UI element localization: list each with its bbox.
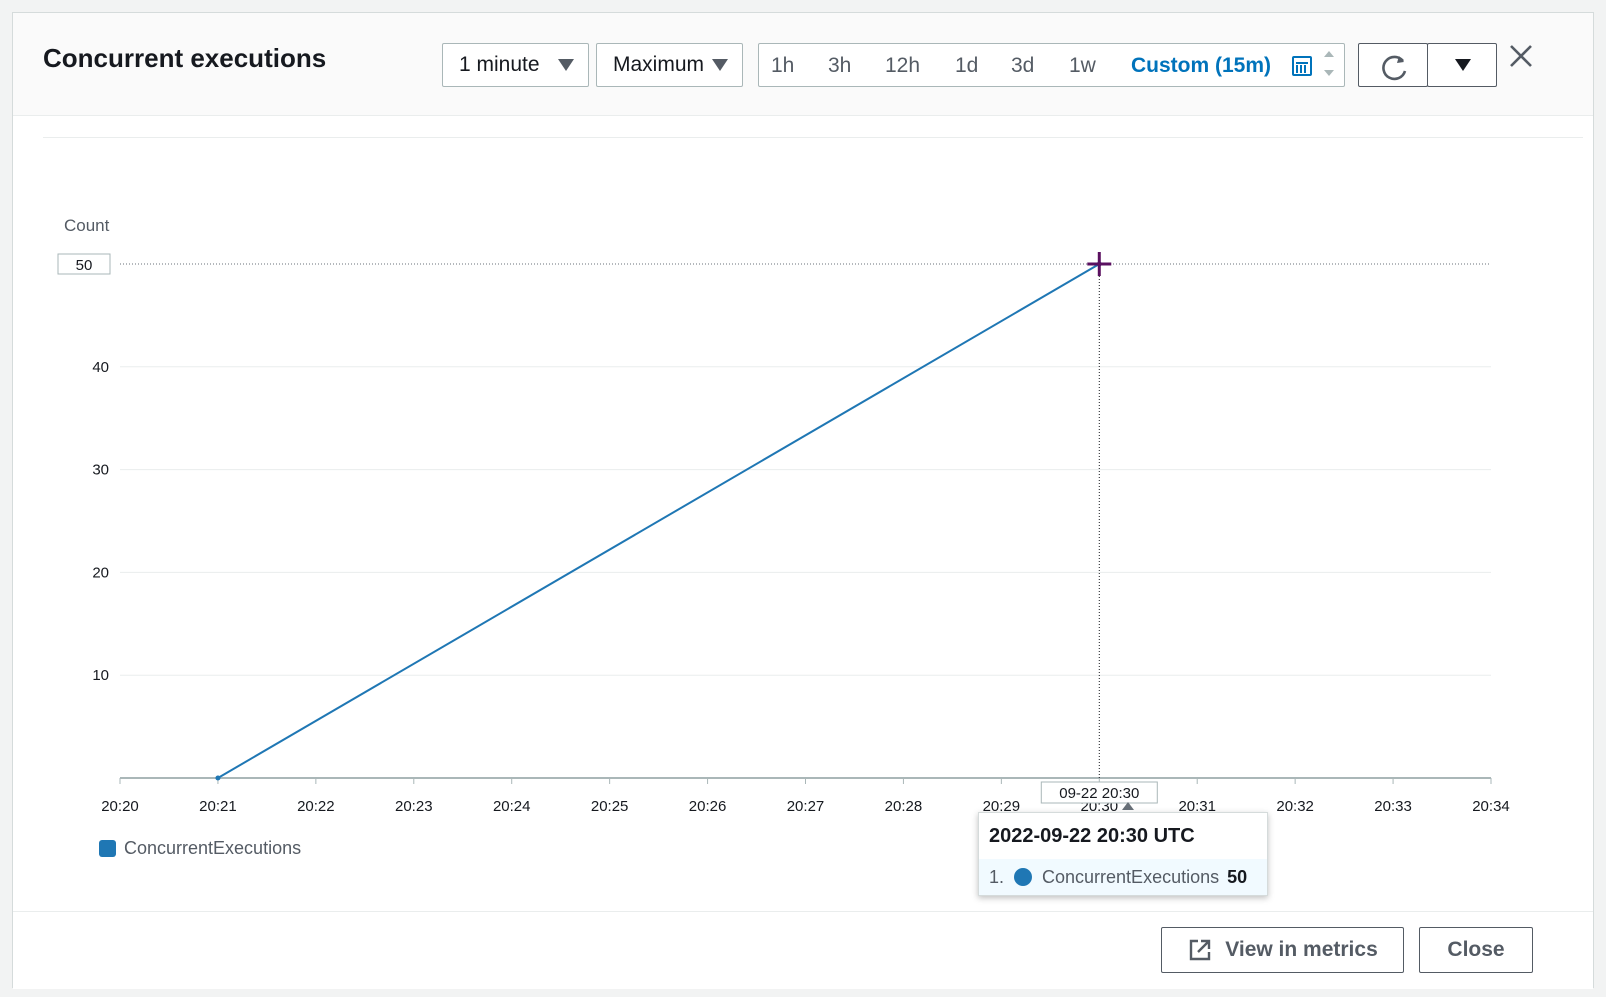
x-tick-label: 20:26 bbox=[689, 798, 727, 815]
x-tick-label: 20:25 bbox=[591, 798, 629, 815]
x-tick-label: 20:28 bbox=[885, 798, 923, 815]
x-tick-label: 20:31 bbox=[1178, 798, 1216, 815]
y-tick-label: 20 bbox=[92, 564, 109, 581]
x-tick-label: 20:29 bbox=[983, 798, 1021, 815]
refresh-icon bbox=[1382, 55, 1407, 81]
close-button-label: Close bbox=[1447, 938, 1505, 961]
legend-swatch bbox=[99, 840, 116, 857]
x-tick-label: 20:27 bbox=[787, 798, 825, 815]
x-tick-label: 20:24 bbox=[493, 798, 531, 815]
time-range-selector: 1h 3h 12h 1d 3d 1w Custom (15m) bbox=[758, 43, 1345, 87]
x-tick-label: 20:23 bbox=[395, 798, 433, 815]
chart-tooltip: 2022-09-22 20:30 UTC 1. ConcurrentExecut… bbox=[978, 812, 1268, 896]
y-highlight-label: 50 bbox=[76, 257, 93, 274]
time-range-spinner[interactable] bbox=[1322, 48, 1336, 82]
x-tick-label: 20:21 bbox=[199, 798, 237, 815]
y-tick-label: 40 bbox=[92, 359, 109, 376]
y-highlight-box bbox=[57, 253, 111, 275]
chart-divider bbox=[43, 137, 1583, 138]
caret-down-icon bbox=[558, 59, 574, 71]
view-in-metrics-button[interactable]: View in metrics bbox=[1161, 927, 1404, 973]
time-range-12h[interactable]: 12h bbox=[885, 54, 921, 77]
modal-footer: View in metrics Close bbox=[13, 911, 1593, 989]
caret-down-icon bbox=[712, 59, 728, 71]
x-tick-label: 20:22 bbox=[297, 798, 335, 815]
tooltip-series: ConcurrentExecutions bbox=[1042, 866, 1220, 887]
tooltip-arrow bbox=[1122, 802, 1134, 810]
x-tick-label: 20:34 bbox=[1472, 798, 1510, 815]
chart-area: Count 10 20 30 40 50 20:20 20:21 20:22 20:23 20:24… bbox=[13, 116, 1593, 896]
time-range-3h[interactable]: 3h bbox=[828, 54, 852, 77]
spinner-up-icon[interactable] bbox=[1324, 51, 1334, 57]
chart-legend[interactable]: ConcurrentExecutions bbox=[99, 838, 301, 859]
actions-dropdown-button[interactable] bbox=[1427, 43, 1497, 87]
view-in-metrics-label: View in metrics bbox=[1225, 938, 1378, 961]
series-point bbox=[215, 775, 221, 781]
period-select-value: 1 minute bbox=[459, 53, 540, 76]
tooltip-value: 50 bbox=[1227, 866, 1248, 887]
y-axis-label: Count bbox=[64, 216, 110, 235]
series-line bbox=[217, 263, 1100, 779]
y-tick-label: 30 bbox=[92, 462, 109, 479]
line-chart: Count 10 20 30 40 50 20:20 20:21 20:22 20:23 20:24… bbox=[57, 216, 1510, 815]
calendar-icon[interactable] bbox=[1292, 56, 1312, 76]
legend-label: ConcurrentExecutions bbox=[124, 838, 302, 858]
close-button[interactable]: Close bbox=[1419, 927, 1533, 973]
time-range-1w[interactable]: 1w bbox=[1069, 54, 1096, 77]
time-range-1h[interactable]: 1h bbox=[771, 54, 795, 77]
y-tick-label: 10 bbox=[92, 667, 109, 684]
tooltip-row: 1. ConcurrentExecutions 50 bbox=[979, 859, 1267, 895]
modal-title: Concurrent executions bbox=[43, 43, 327, 73]
chevron-down-icon bbox=[1455, 59, 1471, 71]
external-link-icon bbox=[1190, 939, 1211, 961]
metric-modal: Concurrent executions 1 minute Maximum 1… bbox=[12, 12, 1594, 989]
series-dot-icon bbox=[1014, 868, 1033, 886]
period-select[interactable]: 1 minute bbox=[442, 43, 589, 87]
statistic-select-value: Maximum bbox=[613, 53, 705, 76]
refresh-button[interactable] bbox=[1358, 43, 1428, 87]
x-highlight-box bbox=[1040, 781, 1158, 804]
time-range-1d[interactable]: 1d bbox=[955, 54, 979, 77]
tooltip-index: 1. bbox=[989, 866, 1005, 887]
modal-header: Concurrent executions 1 minute Maximum 1… bbox=[13, 13, 1593, 116]
spinner-down-icon[interactable] bbox=[1324, 70, 1334, 76]
statistic-select[interactable]: Maximum bbox=[596, 43, 743, 87]
time-range-3d[interactable]: 3d bbox=[1011, 54, 1035, 77]
x-highlight-label: 09-22 20:30 bbox=[1059, 785, 1139, 802]
time-range-custom[interactable]: Custom (15m) bbox=[1131, 54, 1272, 77]
x-tick-label: 20:32 bbox=[1276, 798, 1314, 815]
tooltip-title: 2022-09-22 20:30 UTC bbox=[989, 825, 1195, 847]
close-icon[interactable] bbox=[1506, 41, 1536, 71]
x-tick-label: 20:20 bbox=[101, 798, 139, 815]
x-tick-label: 20:33 bbox=[1374, 798, 1412, 815]
